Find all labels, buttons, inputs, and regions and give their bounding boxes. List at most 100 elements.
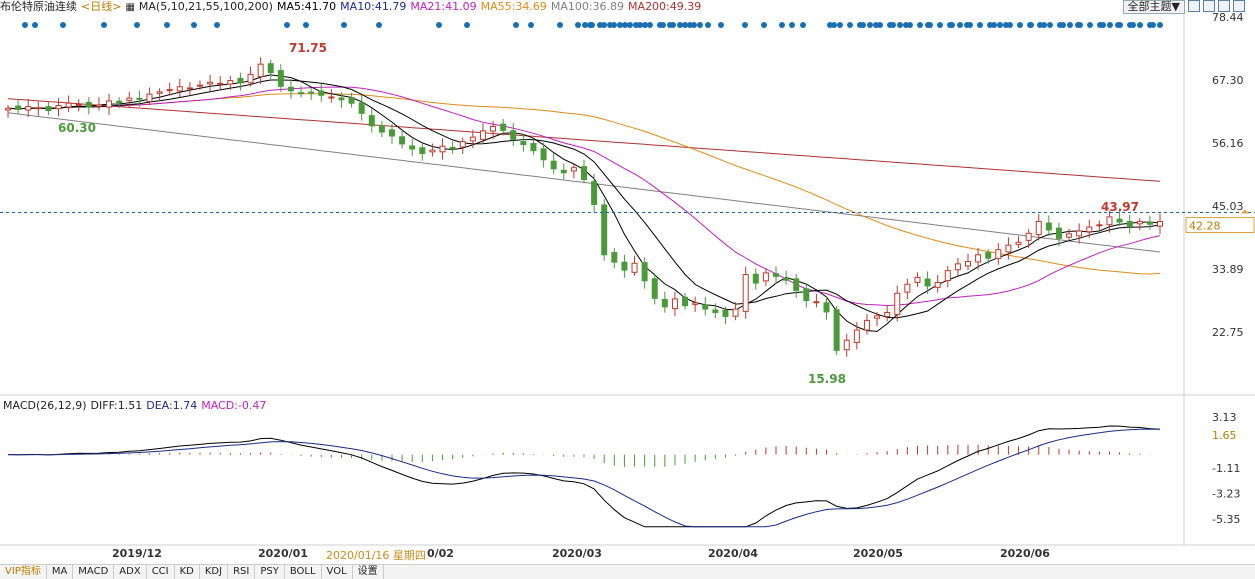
tab-boll[interactable]: BOLL xyxy=(285,565,322,579)
x-label-2019-12: 2019/12 xyxy=(112,547,162,560)
tab-macd[interactable]: MACD xyxy=(73,565,115,579)
event-dot xyxy=(1047,22,1053,28)
candle-body xyxy=(762,272,769,282)
event-dot xyxy=(622,22,628,28)
event-dot xyxy=(597,22,603,28)
grid-icon[interactable] xyxy=(1188,0,1200,12)
price-tick-2: 56.16 xyxy=(1212,137,1244,150)
event-dot xyxy=(1077,22,1083,28)
price-tick-5: 22.75 xyxy=(1212,326,1244,339)
candle-body xyxy=(45,106,52,112)
tab-psy[interactable]: PSY xyxy=(255,565,285,579)
tab-adx[interactable]: ADX xyxy=(114,565,147,579)
tab-settings[interactable]: 设置 xyxy=(353,565,384,579)
candle-body xyxy=(985,252,992,259)
candle-body xyxy=(884,311,891,317)
detach-icon[interactable] xyxy=(1233,0,1245,12)
candle-body xyxy=(975,254,982,263)
tab-ma[interactable]: MA xyxy=(47,565,74,579)
candle-body xyxy=(560,169,567,174)
maximize-icon[interactable] xyxy=(1218,0,1230,12)
event-dot xyxy=(528,22,534,28)
tab-kdj[interactable]: KDJ xyxy=(200,565,229,579)
event-dot xyxy=(857,22,863,28)
annot-low-2: 15.98 xyxy=(808,372,846,386)
candle-body xyxy=(1146,221,1153,225)
candle-body xyxy=(186,87,193,90)
candles xyxy=(5,57,1163,357)
candle-body xyxy=(1045,222,1052,231)
candle-body xyxy=(1136,220,1143,225)
event-dot xyxy=(917,22,923,28)
ma200-line xyxy=(7,98,1161,182)
candle-body xyxy=(1025,232,1032,241)
price-annotations: 71.75 60.30 15.98 43.97 xyxy=(58,41,1139,386)
tab-kd[interactable]: KD xyxy=(175,565,200,579)
event-dot xyxy=(582,22,588,28)
annot-low-1: 60.30 xyxy=(58,121,96,135)
candle-body xyxy=(1116,218,1123,223)
event-dot xyxy=(667,22,673,28)
event-dot xyxy=(587,22,593,28)
layout-icon[interactable] xyxy=(1203,0,1215,12)
event-dot xyxy=(867,22,873,28)
event-dot xyxy=(947,22,953,28)
candle-body xyxy=(95,104,102,107)
candle-body xyxy=(1086,226,1093,233)
event-dot xyxy=(677,22,683,28)
candle-body xyxy=(581,166,587,181)
tab-rsi[interactable]: RSI xyxy=(228,565,256,579)
ma55-path xyxy=(7,93,1161,275)
candle-body xyxy=(156,91,163,94)
candle-body xyxy=(1066,233,1073,238)
candle-body xyxy=(348,97,355,104)
tab-vip[interactable]: VIP指标 xyxy=(0,565,47,579)
candle-body xyxy=(661,299,668,308)
event-dot xyxy=(1097,22,1103,28)
candle-body xyxy=(1015,241,1022,245)
tab-vol[interactable]: VOL xyxy=(322,565,353,579)
candle-body xyxy=(490,125,497,132)
event-dot xyxy=(214,22,220,28)
ma-settings-icon[interactable]: ▦ xyxy=(125,2,135,13)
price-tick-4: 33.89 xyxy=(1212,263,1244,276)
ma10-line xyxy=(7,79,1161,319)
event-dot xyxy=(642,22,648,28)
candle-body xyxy=(510,130,517,140)
period-label[interactable]: <日线> xyxy=(81,0,122,13)
candle-body xyxy=(803,288,810,302)
candle-body xyxy=(257,63,264,78)
candle-body xyxy=(863,319,870,331)
candle-body xyxy=(500,123,507,131)
current-price-marker xyxy=(1241,209,1249,214)
event-dot xyxy=(647,22,653,28)
candle-body xyxy=(277,70,284,87)
theme-dropdown[interactable]: 全部主题▼ xyxy=(1122,0,1185,14)
candle-body xyxy=(308,91,315,94)
event-dot xyxy=(1007,22,1013,28)
candle-body xyxy=(1055,227,1062,239)
candle-body xyxy=(65,102,72,108)
ma5-path xyxy=(7,74,1161,332)
event-dot xyxy=(1087,22,1093,28)
macd-tick-1: 1.65 xyxy=(1212,429,1237,442)
event-dot xyxy=(557,22,563,28)
candle-body xyxy=(631,262,638,273)
x-label-2020-01: 2020/01 xyxy=(258,547,308,560)
event-dot xyxy=(627,22,633,28)
event-dot xyxy=(977,22,983,28)
macd-tick-0: 3.13 xyxy=(1212,411,1237,424)
candle-body xyxy=(35,107,42,110)
candle-body xyxy=(25,106,32,111)
candle-body xyxy=(1076,230,1083,237)
candle-body xyxy=(1106,216,1113,226)
tab-cci[interactable]: CCI xyxy=(147,565,175,579)
event-dot xyxy=(637,22,643,28)
candle-body xyxy=(601,204,608,256)
candle-body xyxy=(439,145,446,153)
ma21-line xyxy=(7,86,1161,307)
candle-body xyxy=(55,104,62,110)
ma55-line xyxy=(7,93,1161,275)
ma200-path xyxy=(7,98,1161,182)
